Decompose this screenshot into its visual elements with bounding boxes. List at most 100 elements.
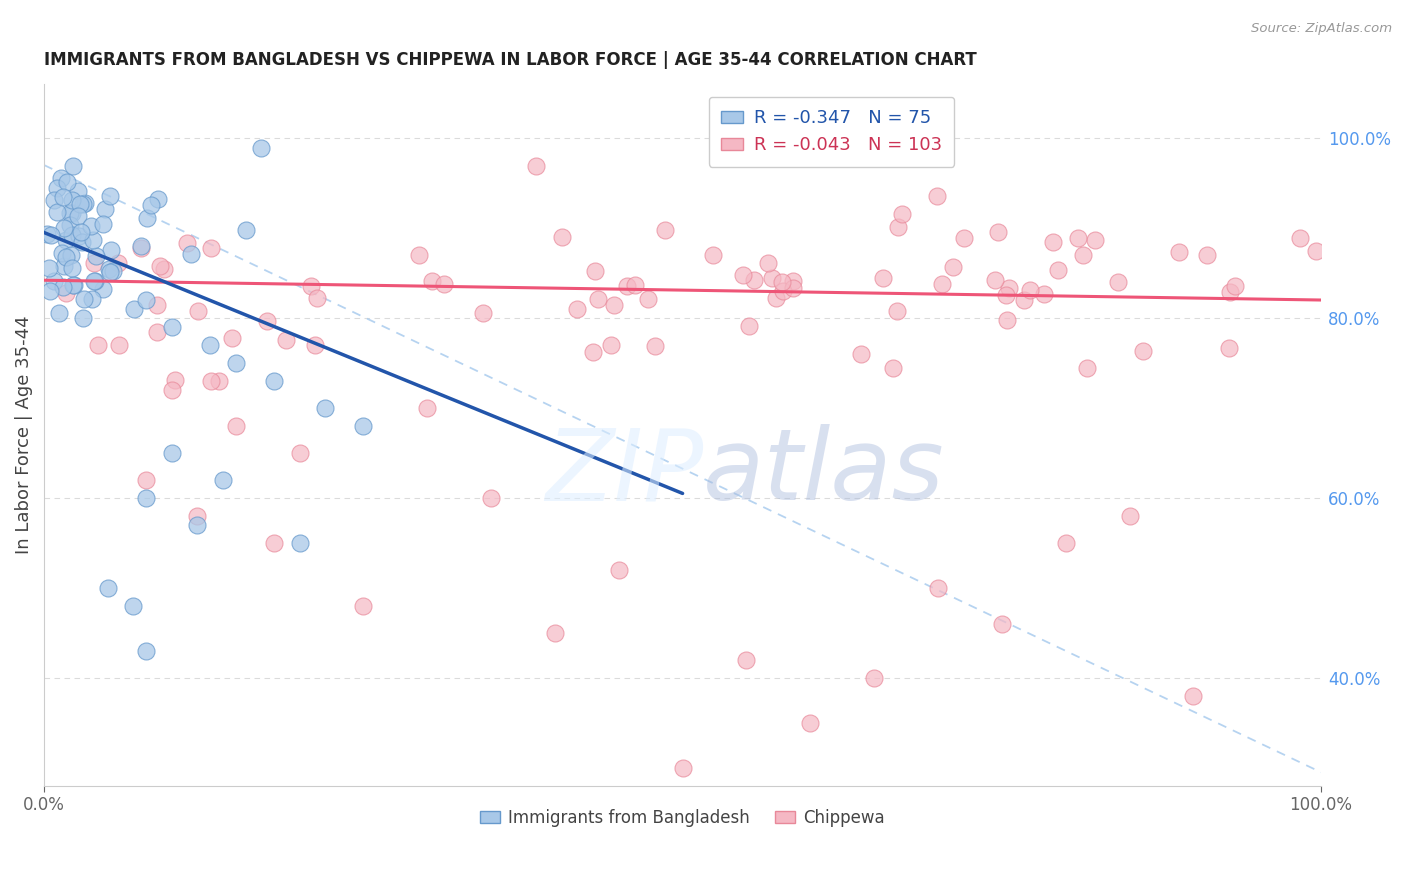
Point [108,337,131,351]
Point [198,338,221,352]
Point [995,312,1018,326]
Point [887,220,910,235]
Point [998,281,1021,295]
Point [276,333,298,347]
Point [62,227,84,242]
Point [46,180,69,194]
Point [52,280,75,294]
Point [39,284,62,298]
Point [101,264,124,278]
Point [60,248,83,262]
Point [1223,278,1246,293]
Point [62,193,84,207]
Point [84,249,107,263]
Point [863,671,886,685]
Point [479,491,502,505]
Point [55,233,77,247]
Point [180,246,202,260]
Text: atlas: atlas [703,425,945,521]
Point [55,286,77,301]
Point [55,250,77,264]
Point [671,761,693,775]
Point [770,275,793,289]
Point [624,277,647,292]
Point [97,581,120,595]
Point [991,616,1014,631]
Point [637,292,659,306]
Point [69,197,91,211]
Point [46,205,69,219]
Point [1033,287,1056,301]
Point [58,205,80,219]
Point [52,190,75,204]
Point [100,243,122,257]
Point [91,282,114,296]
Point [91,217,114,231]
Point [107,256,129,270]
Point [39,228,62,243]
Point [153,262,176,277]
Point [73,293,96,307]
Text: IMMIGRANTS FROM BANGLADESH VS CHIPPEWA IN LABOR FORCE | AGE 35-44 CORRELATION CH: IMMIGRANTS FROM BANGLADESH VS CHIPPEWA I… [44,51,977,69]
Point [86,338,108,352]
Point [60,260,83,275]
Point [761,271,783,285]
Text: ZIP: ZIP [544,425,703,521]
Point [98,262,121,277]
Point [588,292,610,306]
Point [1118,508,1140,523]
Point [352,599,374,613]
Point [62,278,84,293]
Point [408,248,430,262]
Point [583,264,606,278]
Point [186,517,208,532]
Point [782,280,804,294]
Point [849,347,872,361]
Point [1084,233,1107,247]
Point [80,219,103,234]
Point [1076,361,1098,376]
Point [160,446,183,460]
Point [602,298,624,312]
Point [225,356,247,370]
Point [756,255,779,269]
Point [42,274,65,288]
Y-axis label: In Labor Force | Age 35-44: In Labor Force | Age 35-44 [15,316,32,554]
Point [782,274,804,288]
Point [702,248,724,262]
Point [1218,285,1240,300]
Point [149,259,172,273]
Point [288,536,311,550]
Point [53,260,76,274]
Point [83,256,105,270]
Point [1067,231,1090,245]
Point [607,563,630,577]
Point [1018,284,1040,298]
Point [1012,293,1035,308]
Point [52,220,75,235]
Point [38,260,60,275]
Point [135,473,157,487]
Point [60,206,83,220]
Point [420,274,443,288]
Point [72,310,94,325]
Point [135,491,157,505]
Point [69,225,91,239]
Point [187,304,209,318]
Point [135,293,157,307]
Point [582,345,605,359]
Point [148,192,170,206]
Point [983,273,1005,287]
Point [1042,235,1064,249]
Legend: Immigrants from Bangladesh, Chippewa: Immigrants from Bangladesh, Chippewa [474,802,891,834]
Point [221,331,243,345]
Point [654,223,676,237]
Point [765,291,787,305]
Point [416,401,439,415]
Point [48,306,70,320]
Point [98,189,121,203]
Point [82,233,104,247]
Point [62,160,84,174]
Point [1071,248,1094,262]
Point [1289,231,1312,245]
